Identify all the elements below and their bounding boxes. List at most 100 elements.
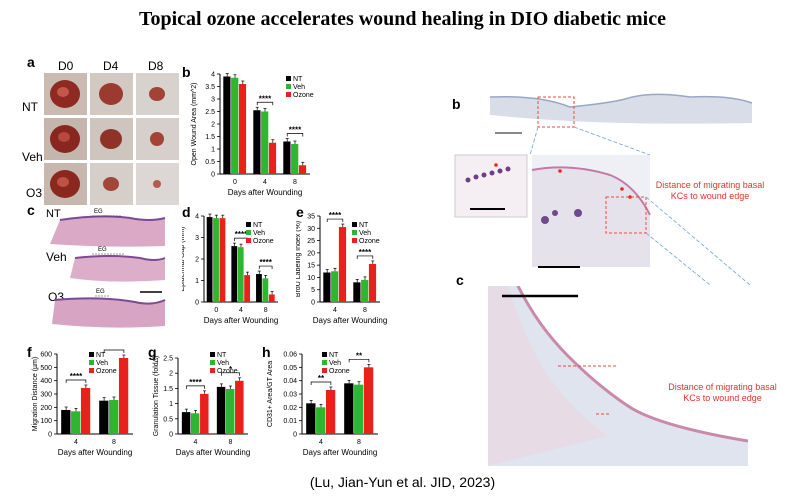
inset-small (454, 154, 528, 218)
citation: (Lu, Jian-Yun et al. JID, 2023) (309, 474, 496, 490)
sig-bracket (186, 385, 205, 389)
y-tick-label: 25 (307, 238, 315, 245)
y-tick-label: 35 (307, 214, 315, 221)
legend-label-veh: Veh (96, 360, 108, 367)
x-axis-label: Days after Wounding (303, 448, 378, 457)
bar-veh-8 (291, 144, 299, 174)
legend-swatch-ozone (352, 238, 357, 243)
sig-stars: ** (356, 351, 363, 360)
legend-label-nt: NT (217, 352, 227, 359)
y-tick-label: 100 (40, 418, 52, 425)
bar-nt-0 (223, 76, 231, 174)
y-tick-label: 0 (211, 172, 215, 179)
panel-a-label: a (27, 54, 35, 70)
y-axis-label: Granulation Tissue (fold∆) (153, 356, 160, 437)
bar-veh-4 (316, 407, 326, 434)
legend-swatch-nt (352, 222, 357, 227)
x-axis-label: Days after Wounding (176, 448, 251, 457)
legend-swatch-nt (246, 222, 251, 227)
panel-a-col-d0: D0 (58, 59, 74, 73)
wound-photo-grid (44, 73, 179, 205)
bar-nt-4 (231, 246, 238, 302)
y-tick-label: 400 (40, 378, 52, 385)
panel-a-col-d4: D4 (103, 59, 119, 73)
bar-ozone-4 (200, 393, 209, 434)
y-tick-label: 200 (40, 405, 52, 412)
legend-swatch-ozone (286, 92, 291, 97)
x-axis-label: Days after Wounding (313, 316, 388, 325)
histology-strip-nt (50, 215, 166, 247)
y-tick-label: 3.5 (205, 84, 215, 91)
panel-a-row-veh: Veh (22, 150, 43, 164)
right-panel-b-label: b (452, 96, 461, 112)
panel-f-label: f (27, 344, 32, 360)
right-panel-c-label: c (456, 272, 464, 288)
bar-veh-0 (231, 77, 239, 174)
sig-stars: **** (259, 258, 272, 267)
bar-nt-4 (181, 412, 191, 434)
y-tick-label: 20 (307, 250, 315, 257)
bar-nt-4 (253, 110, 261, 174)
y-tick-label: 0.01 (283, 418, 297, 425)
y-tick-label: 0 (195, 300, 199, 307)
wound-photo-nt-d4 (90, 73, 133, 115)
y-tick-label: 3 (211, 97, 215, 104)
y-tick-label: 4 (195, 214, 199, 221)
x-tick-label: 8 (112, 439, 116, 446)
x-tick-label: 8 (229, 439, 233, 446)
wound-photo-nt-d0 (44, 73, 87, 115)
bar-nt-8 (216, 386, 226, 434)
x-axis-label: Days after Wounding (58, 448, 133, 457)
legend-swatch-veh (89, 360, 94, 365)
wound-photo-o3-d8 (136, 163, 179, 205)
y-tick-label: 5 (311, 287, 315, 294)
panel-e-label: e (296, 204, 304, 220)
bar-veh-8 (361, 279, 369, 302)
legend-swatch-ozone (322, 368, 327, 373)
bar-ozone-8 (118, 358, 129, 434)
x-tick-label: 0 (233, 179, 237, 186)
eg-label-nt: EG (94, 209, 103, 215)
bar-nt-0 (206, 217, 213, 302)
y-tick-label: 0 (293, 432, 297, 439)
y-tick-label: 15 (307, 263, 315, 270)
bar-veh-8 (354, 384, 364, 434)
bar-ozone-8 (235, 380, 244, 434)
legend-swatch-veh (246, 230, 251, 235)
bar-veh-4 (331, 271, 339, 302)
bar-ozone-0 (238, 84, 247, 174)
y-tick-label: 500 (40, 365, 52, 372)
y-axis-label: Migration Distance (µm) (32, 357, 39, 431)
x-axis-label: Days after Wounding (204, 316, 279, 325)
chart-d: 0 1 2 3 4 Epidermal Gap (mm) 0 4 8 **** **** Days a… (182, 214, 279, 326)
legend-label-nt: NT (329, 352, 339, 359)
sig-bracket (326, 218, 344, 223)
legend-swatch-veh (352, 230, 357, 235)
legend-label-veh: Veh (253, 230, 265, 237)
legend-swatch-veh (210, 360, 215, 365)
y-tick-label: 0 (311, 300, 315, 307)
wound-photo-o3-d4 (90, 163, 133, 205)
sig-stars: **** (359, 248, 372, 257)
bar-ozone-8 (368, 263, 377, 302)
sig-bracket (356, 255, 374, 259)
bar-ozone-8 (363, 367, 374, 434)
sig-bracket (221, 372, 240, 376)
legend-label-veh: Veh (293, 84, 305, 91)
bar-nt-8 (256, 274, 262, 302)
bar-ozone-4 (244, 275, 251, 302)
right-histology-b (454, 93, 753, 285)
legend-swatch-veh (286, 84, 291, 89)
y-tick-label: 0.04 (283, 378, 297, 385)
sig-stars: **** (329, 211, 342, 220)
sig-bracket (286, 133, 304, 137)
y-axis-label: Epidermal Gap (mm) (182, 227, 186, 292)
bar-ozone-0 (219, 218, 226, 302)
legend-label-nt: NT (293, 76, 303, 83)
sig-bracket (258, 265, 273, 270)
wound-photo-veh-d4 (90, 118, 133, 160)
legend-label-nt: NT (253, 222, 263, 229)
y-tick-label: 1.5 (205, 134, 215, 141)
bar-ozone-8 (268, 294, 275, 302)
